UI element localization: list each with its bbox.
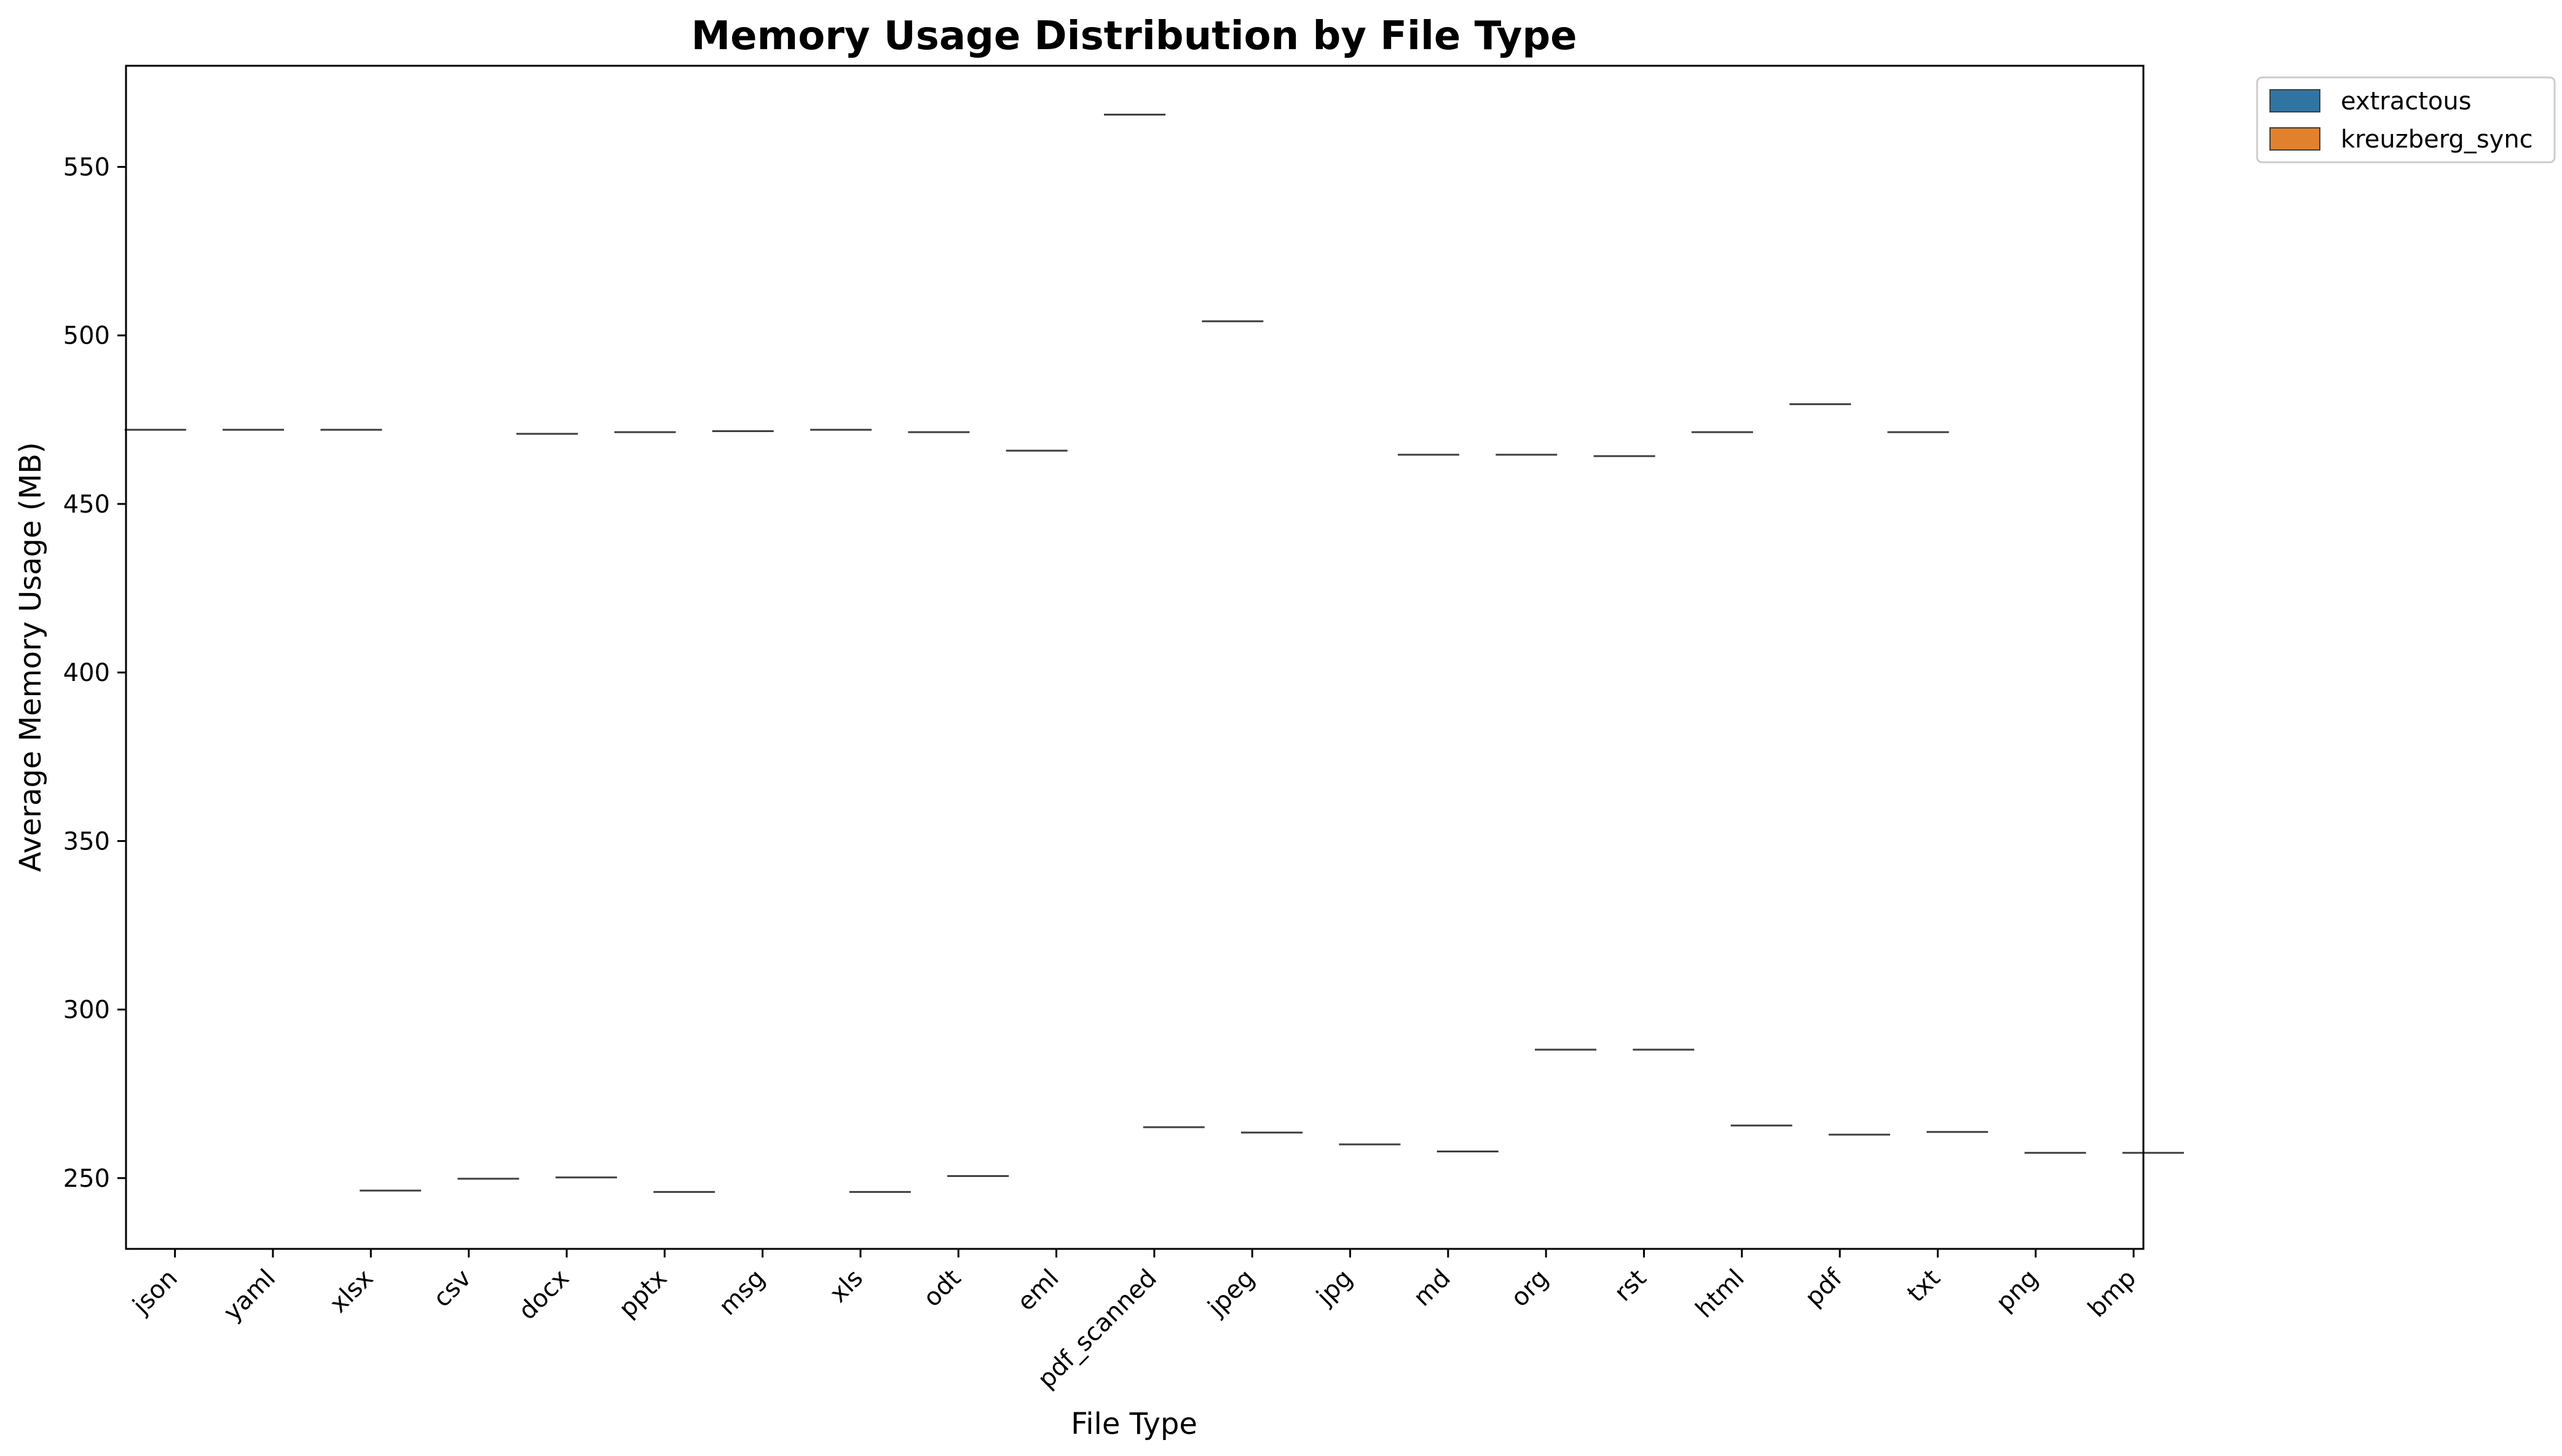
y-tick-label: 450 — [63, 490, 110, 519]
x-tick-label: eml — [1012, 1264, 1064, 1316]
plot-frame — [125, 65, 2145, 1250]
x-tick-label: txt — [1902, 1264, 1945, 1308]
legend-swatch-kreuzberg-sync — [2269, 127, 2320, 151]
y-tick-label: 300 — [63, 996, 110, 1025]
y-tick-label: 550 — [63, 154, 110, 182]
x-tick-label: yaml — [218, 1264, 281, 1327]
x-tick-label: png — [1990, 1264, 2043, 1317]
legend: extractous kreuzberg_sync — [2256, 76, 2556, 163]
y-tick-label: 500 — [63, 322, 110, 350]
x-axis-label: File Type — [1071, 1407, 1197, 1441]
x-tick-label: xls — [824, 1264, 869, 1308]
x-tick-label: bmp — [2083, 1264, 2142, 1323]
y-tick-label: 400 — [63, 659, 110, 687]
x-tick-label: xlsx — [325, 1264, 379, 1319]
x-tick-label: csv — [428, 1264, 477, 1313]
x-tick-label: odt — [918, 1264, 966, 1313]
x-tick-label: md — [1408, 1264, 1456, 1312]
y-axis-label: Average Memory Usage (MB) — [14, 442, 48, 872]
y-tick-label: 250 — [63, 1165, 110, 1193]
plot-area: 250 300 350 400 450 500 550 json yaml xlsx csv docx… — [63, 114, 2184, 1394]
legend-label-kreuzberg-sync: kreuzberg_sync — [2341, 125, 2533, 154]
x-tick-label: html — [1690, 1264, 1750, 1324]
x-tick-label: jpeg — [1202, 1264, 1260, 1322]
x-tick-label: pptx — [613, 1264, 672, 1323]
y-tick-label: 350 — [63, 827, 110, 856]
x-tick-label: pdf — [1800, 1264, 1848, 1312]
x-tick-label: json — [127, 1264, 183, 1320]
x-tick-label: org — [1505, 1264, 1554, 1313]
legend-label-extractous: extractous — [2341, 87, 2472, 116]
x-tick-label: docx — [513, 1264, 575, 1326]
chart-title: Memory Usage Distribution by File Type — [691, 14, 1577, 59]
x-tick-label: rst — [1609, 1264, 1652, 1307]
x-tick-label: msg — [714, 1264, 771, 1321]
x-tick-label: jpg — [1311, 1264, 1358, 1312]
legend-frame — [2256, 76, 2556, 163]
legend-swatch-extractous — [2269, 89, 2320, 112]
